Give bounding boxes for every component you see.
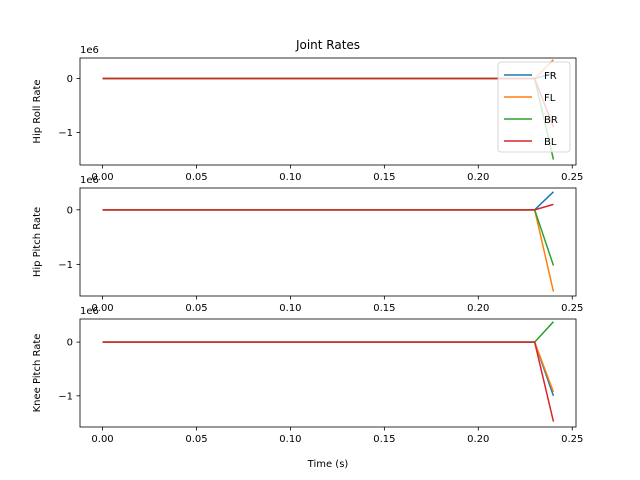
axes-frame: [79, 318, 577, 428]
x-tick-label: 0.00: [91, 303, 113, 314]
series-line-bl: [102, 203, 554, 211]
x-tick-label: 0.10: [279, 434, 301, 445]
legend-label-fl: FL: [544, 93, 556, 104]
x-tick-label: 0.15: [373, 303, 395, 314]
y-offset-label: 1e6: [80, 45, 99, 56]
x-tick-label: 0.25: [561, 434, 583, 445]
y-tick-label: 0: [67, 205, 73, 216]
y-tick-label: −1: [58, 391, 73, 402]
y-tick-label: 0: [67, 74, 73, 85]
x-tick-label: 0.15: [373, 172, 395, 183]
legend-label-fr: FR: [544, 71, 557, 82]
x-tick-label: 0.25: [561, 172, 583, 183]
legend: FR FL BR BL: [497, 61, 571, 153]
y-offset-label: 1e6: [80, 306, 99, 317]
x-tick-label: 0.10: [279, 303, 301, 314]
legend-label-bl: BL: [544, 137, 557, 148]
y-axis-label: Knee Pitch Rate: [32, 334, 43, 413]
x-tick-label: 0.25: [561, 303, 583, 314]
series-line-bl: [102, 77, 555, 128]
subplot-2: 0.00 0.05 0.10 0.15 0.20 0.25 −1 0 1e6 Hip Pitch …: [32, 175, 583, 314]
x-tick-label: 0.00: [91, 434, 113, 445]
x-tick-label: 0.05: [185, 172, 207, 183]
series-line-fr: [102, 72, 554, 80]
x-tick-label: 0.15: [373, 434, 395, 445]
series-line-bl: [102, 341, 555, 422]
series-line-fl: [102, 341, 555, 393]
x-tick-label: 0.20: [467, 172, 489, 183]
x-tick-label: 0.05: [185, 303, 207, 314]
legend-box: [497, 61, 571, 153]
series-line-fl: [102, 59, 554, 80]
series-line-br: [102, 77, 555, 160]
x-tick-label: 0.20: [467, 434, 489, 445]
subplot-3: 0.00 0.05 0.10 0.15 0.20 0.25 −1 0 1e6 Knee Pitch…: [32, 306, 583, 445]
x-tick-label: 0.20: [467, 303, 489, 314]
axes-frame: [79, 57, 577, 166]
y-tick-label: −1: [58, 260, 73, 271]
x-tick-label: 0.10: [279, 172, 301, 183]
series-line-br: [102, 209, 555, 266]
series-line-br: [102, 321, 555, 343]
x-axis-label: Time (s): [307, 459, 349, 470]
x-tick-label: 0.05: [185, 434, 207, 445]
x-tick-label: 0.00: [91, 172, 113, 183]
axes-frame: [79, 187, 577, 297]
series-line-fr: [102, 191, 554, 211]
chart-title: Joint Rates: [295, 38, 360, 52]
y-offset-label: 1e6: [80, 175, 99, 186]
y-tick-label: 0: [67, 338, 73, 349]
y-axis-label: Hip Roll Rate: [32, 79, 43, 143]
y-axis-label: Hip Pitch Rate: [32, 207, 43, 277]
series-line-fr: [102, 341, 555, 397]
y-tick-label: −1: [58, 128, 73, 139]
legend-label-br: BR: [544, 115, 558, 126]
series-line-fl: [102, 209, 555, 292]
